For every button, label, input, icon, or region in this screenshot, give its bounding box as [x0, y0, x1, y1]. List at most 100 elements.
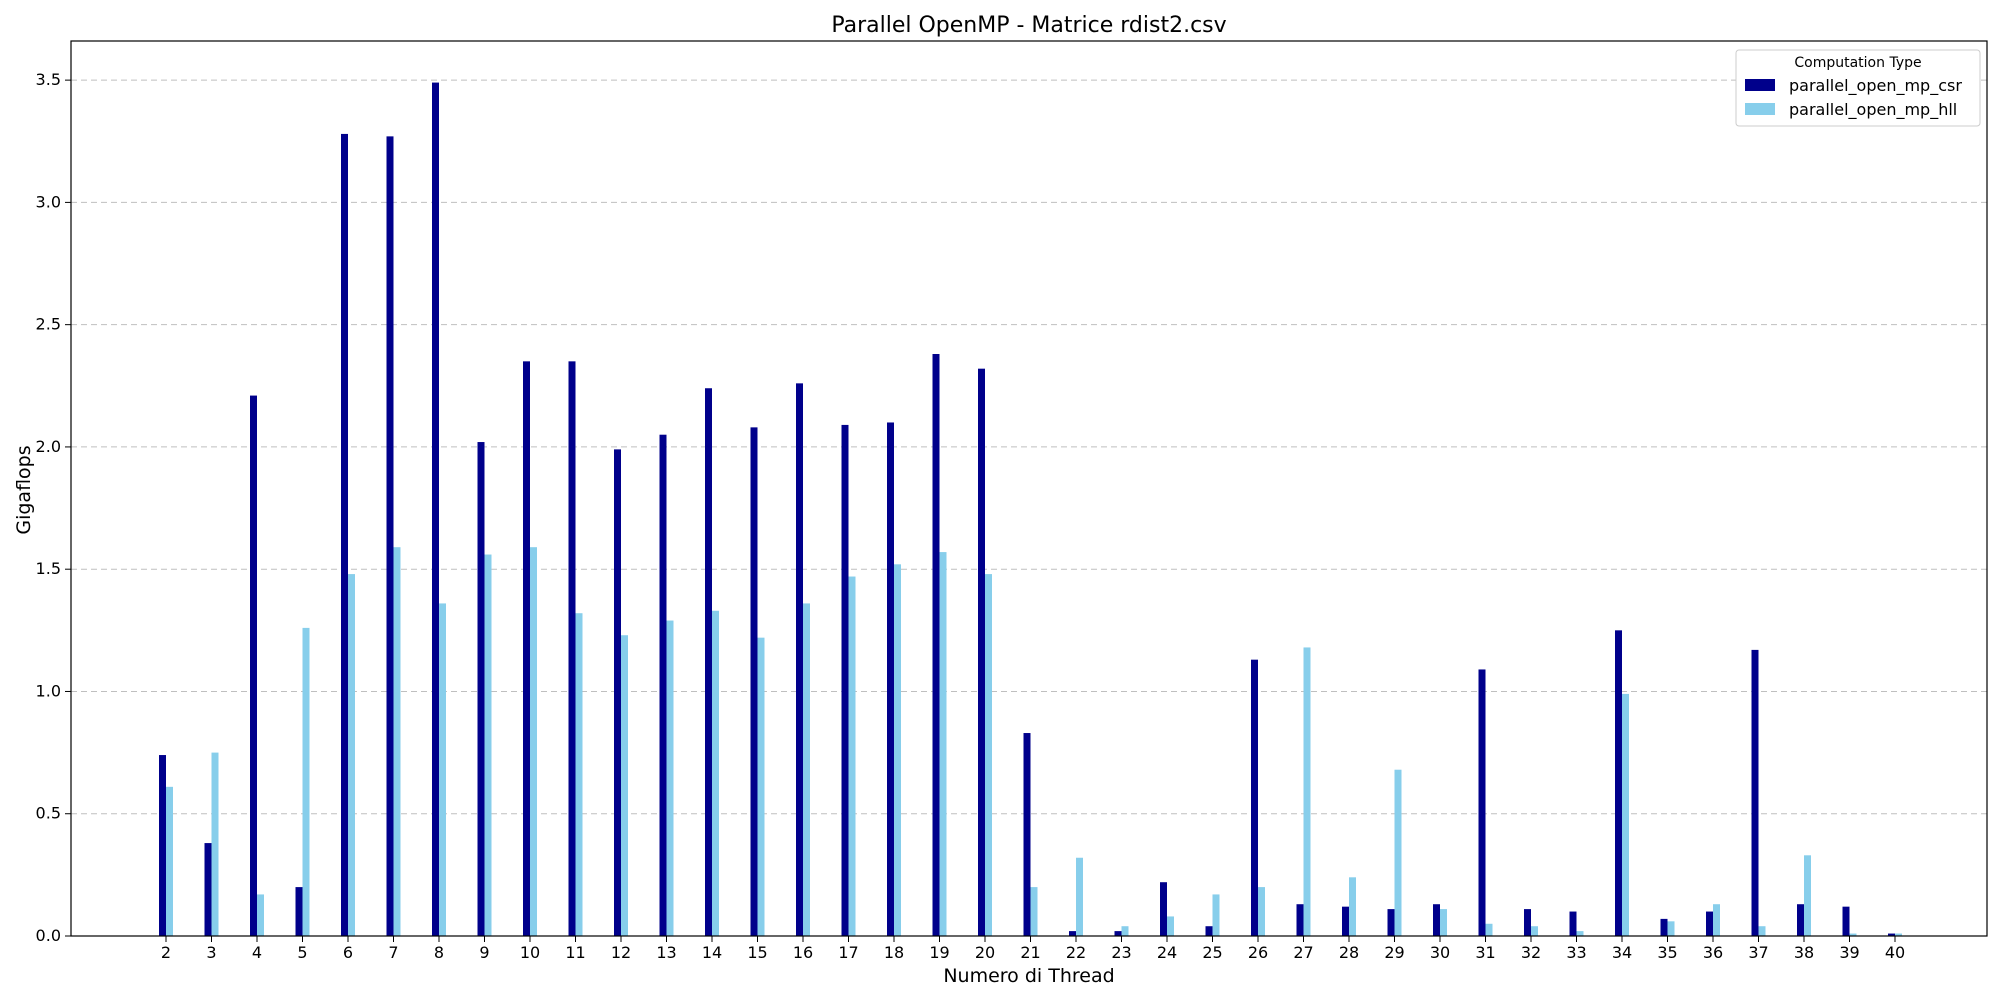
x-tick-label: 18: [884, 943, 904, 962]
x-tick-label: 29: [1384, 943, 1404, 962]
x-tick-label: 25: [1202, 943, 1222, 962]
bar-csr: [1160, 882, 1167, 936]
x-tick-label: 38: [1794, 943, 1814, 962]
bar-csr: [568, 361, 576, 936]
x-tick-label: 30: [1430, 943, 1450, 962]
bar-csr: [1023, 733, 1031, 936]
bar-csr: [295, 887, 303, 936]
y-tick-label: 3.5: [36, 70, 61, 89]
bar-hll: [348, 574, 355, 936]
x-tick-label: 28: [1339, 943, 1359, 962]
bar-csr: [386, 136, 394, 937]
bar-hll: [803, 603, 810, 936]
bar-csr: [1433, 904, 1440, 936]
bar-hll: [439, 603, 446, 936]
bar-hll: [757, 637, 765, 936]
bar-hll: [257, 894, 264, 936]
bar-csr: [887, 422, 894, 936]
bar-hll: [1713, 904, 1720, 936]
bar-csr: [750, 427, 758, 936]
bar-csr: [705, 388, 712, 936]
legend-box: [1735, 49, 1981, 127]
bar-hll: [1121, 926, 1129, 936]
bar-csr: [341, 133, 348, 937]
x-axis-label: Numero di Thread: [943, 965, 1114, 987]
x-tick-label: 16: [793, 943, 813, 962]
bar-csr: [659, 434, 667, 936]
x-tick-label: 15: [747, 943, 767, 962]
x-tick-label: 4: [252, 943, 262, 962]
y-tick-label: 3.0: [36, 192, 61, 211]
bar-hll: [848, 576, 856, 936]
bar-csr: [1751, 649, 1759, 936]
bar-csr: [1251, 659, 1258, 936]
x-tick-label: 19: [929, 943, 949, 962]
bar-hll: [166, 786, 173, 936]
bar-hll: [530, 547, 537, 936]
bar-hll: [211, 752, 219, 936]
bar-hll: [894, 564, 901, 936]
legend: Computation Type parallel_open_mp_csr pa…: [1735, 49, 1981, 127]
bar-csr: [1842, 906, 1850, 936]
bar-csr: [1114, 931, 1122, 936]
bar-csr: [250, 395, 257, 936]
y-axis: 0.0 0.5 1.0 1.5 2.0 2.5 3.0 3.5: [36, 70, 71, 945]
bar-hll: [1622, 693, 1629, 936]
bar-csr: [841, 424, 849, 936]
x-tick-label: 21: [1020, 943, 1040, 962]
x-tick-label: 20: [975, 943, 995, 962]
y-tick-label: 1.0: [36, 681, 61, 700]
bar-hll: [1576, 931, 1584, 936]
bar-csr: [1615, 630, 1622, 936]
plot-frame: [70, 40, 1988, 937]
bar-hll: [1440, 909, 1447, 936]
x-tick-label: 17: [838, 943, 858, 962]
bar-hll: [1303, 647, 1311, 936]
bar-csr: [204, 843, 212, 936]
bar-hll: [1895, 933, 1902, 936]
bar-csr: [1569, 911, 1577, 936]
bar-csr: [1205, 926, 1213, 936]
bar-csr: [1660, 918, 1668, 936]
x-tick-label: 5: [297, 943, 307, 962]
bar-hll: [302, 627, 310, 936]
bar-csr: [523, 361, 530, 936]
bar-hll: [985, 574, 992, 936]
bar-csr: [1524, 909, 1531, 936]
bar-hll: [1758, 926, 1766, 936]
x-axis: 2 3 4 5 6 7 8 9 10 11 12 13 14 15 16 17 18 19 20 21 22 23 24 25…: [161, 936, 1905, 962]
x-tick-label: 8: [434, 943, 444, 962]
x-tick-label: 33: [1566, 943, 1586, 962]
bar-csr: [1888, 933, 1895, 936]
bar-csr: [1069, 931, 1076, 936]
bar-csr: [159, 755, 166, 936]
bar-hll: [1258, 887, 1265, 936]
bar-hll: [1349, 877, 1356, 936]
bar-csr: [796, 383, 803, 936]
legend-swatch-csr: [1745, 79, 1775, 91]
bars: [159, 82, 1902, 937]
x-tick-label: 37: [1748, 943, 1768, 962]
bar-csr: [1342, 906, 1349, 936]
x-tick-label: 7: [388, 943, 398, 962]
x-tick-label: 23: [1111, 943, 1131, 962]
legend-swatch-hll: [1745, 103, 1775, 115]
x-tick-label: 3: [206, 943, 216, 962]
bar-csr: [432, 82, 439, 936]
x-tick-label: 35: [1657, 943, 1677, 962]
legend-title: Computation Type: [1794, 55, 1921, 71]
x-tick-label: 24: [1157, 943, 1177, 962]
bar-hll: [621, 635, 628, 936]
x-tick-label: 32: [1521, 943, 1541, 962]
x-tick-label: 12: [611, 943, 631, 962]
y-axis-label: Gigaflops: [13, 445, 35, 534]
bar-csr: [1478, 669, 1486, 936]
bar-hll: [484, 554, 492, 936]
y-tick-label: 0.0: [36, 926, 61, 945]
bar-csr: [614, 449, 621, 936]
bar-hll: [1849, 933, 1857, 936]
bar-hll: [575, 613, 583, 936]
bar-hll: [1394, 769, 1402, 936]
